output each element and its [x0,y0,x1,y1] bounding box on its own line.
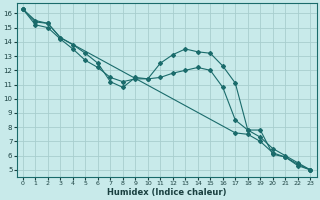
X-axis label: Humidex (Indice chaleur): Humidex (Indice chaleur) [107,188,226,197]
